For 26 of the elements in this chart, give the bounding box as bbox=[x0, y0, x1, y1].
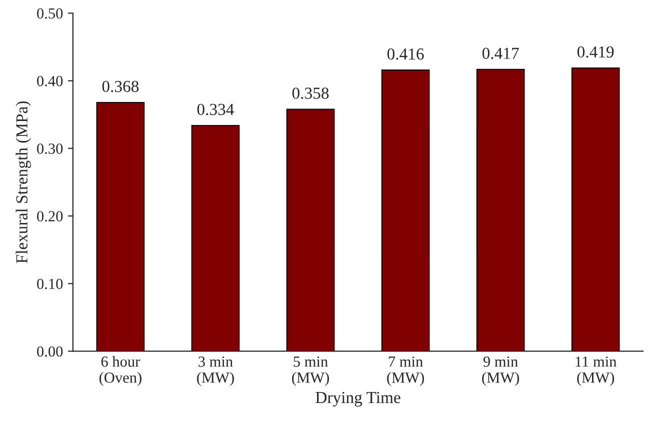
data-label: 0.416 bbox=[387, 48, 424, 60]
data-label: 0.334 bbox=[197, 104, 234, 116]
bar bbox=[571, 68, 620, 352]
x-tick-label: 7 min (MW) bbox=[387, 356, 424, 386]
data-label: 0.419 bbox=[577, 46, 614, 58]
bar bbox=[191, 124, 240, 352]
x-tick-label: 3 min (MW) bbox=[197, 356, 234, 386]
bar bbox=[286, 108, 335, 352]
data-label: 0.368 bbox=[102, 80, 139, 92]
data-label: 0.417 bbox=[482, 48, 519, 60]
data-label: 0.358 bbox=[292, 88, 329, 99]
y-tick-label: 0.50 bbox=[37, 8, 63, 19]
y-tick-label: 0.40 bbox=[37, 76, 63, 86]
x-tick-label: 11 min (MW) bbox=[576, 356, 617, 386]
y-tick-label: 0.20 bbox=[37, 211, 63, 222]
x-tick-label: 6 hour (Oven) bbox=[99, 356, 142, 386]
y-axis-title: Flexural Strength (MPa) bbox=[16, 101, 31, 264]
x-tick-label: 9 min (MW) bbox=[482, 356, 519, 386]
y-tick-label: 0.00 bbox=[37, 346, 63, 357]
bar bbox=[96, 102, 145, 352]
bar bbox=[381, 70, 430, 352]
x-axis-title: Drying Time bbox=[316, 392, 400, 407]
x-tick-label: 5 min (MW) bbox=[292, 356, 329, 386]
bar bbox=[476, 68, 525, 352]
y-tick-label: 0.10 bbox=[37, 278, 63, 290]
y-tick-label: 0.30 bbox=[37, 144, 63, 154]
